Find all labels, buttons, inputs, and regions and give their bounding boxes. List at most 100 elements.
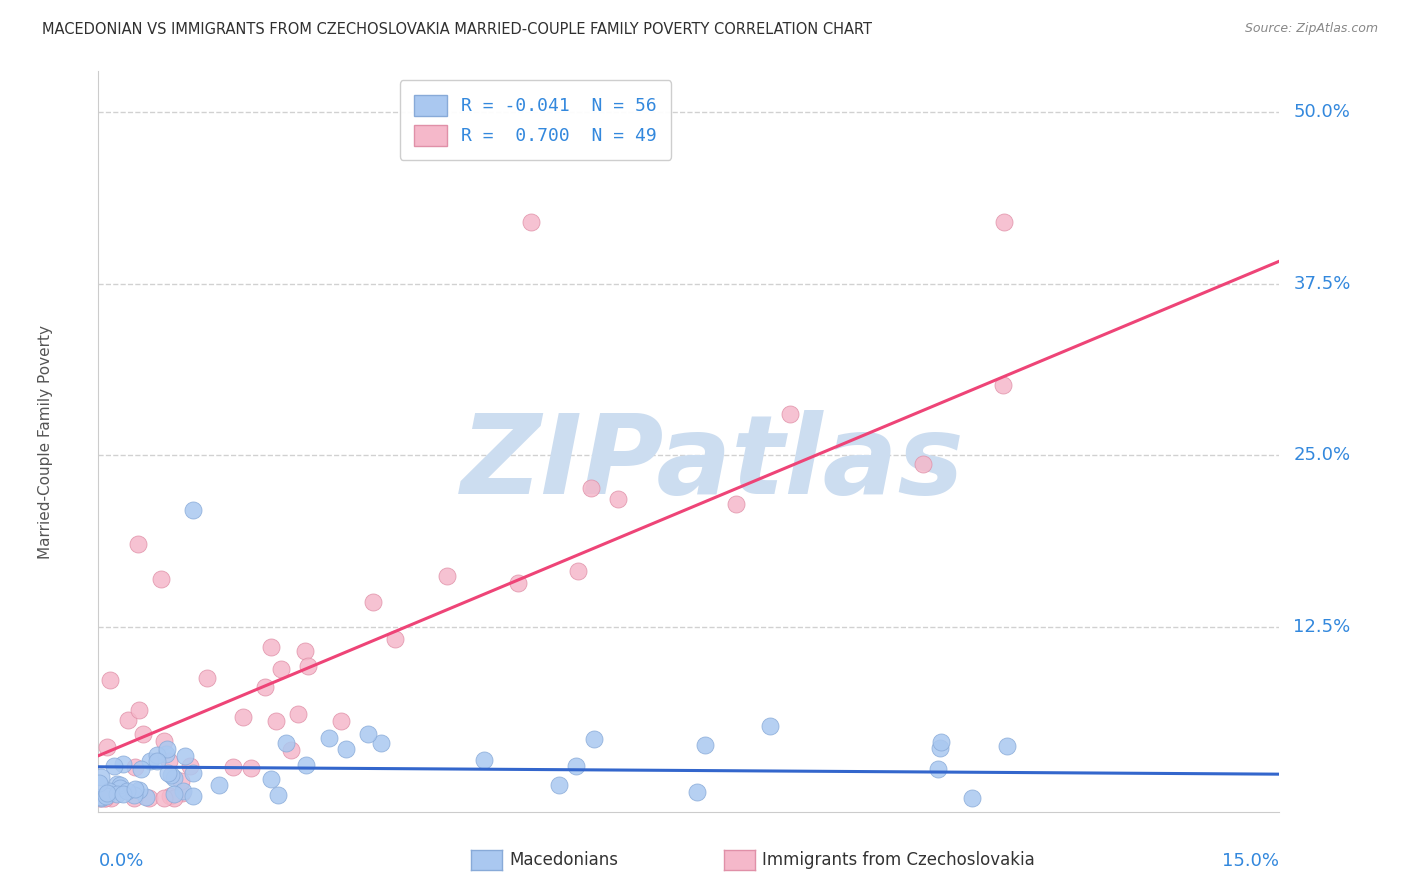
Point [231,710,253,724]
Point [96,786,118,800]
Point [98,784,121,798]
Point [280,743,302,757]
Point [759,718,782,732]
Point [260,640,283,655]
Point [128,782,150,797]
Point [124,759,146,773]
Point [172,784,194,798]
Point [110,781,132,796]
Point [94,789,117,804]
Text: Married-Couple Family Poverty: Married-Couple Family Poverty [38,325,53,558]
Point [94,791,117,805]
Point [520,215,543,229]
Text: 25.0%: 25.0% [1294,446,1351,464]
Point [105,787,128,801]
Point [97,787,120,801]
Point [911,457,934,471]
Point [157,754,180,768]
Point [606,491,628,506]
Point [436,569,458,583]
Text: Macedonians: Macedonians [509,851,619,869]
Text: 50.0%: 50.0% [1294,103,1350,121]
Point [90,790,112,805]
Point [170,773,193,788]
Point [163,791,186,805]
Point [960,790,983,805]
Point [110,779,132,793]
Point [779,407,801,421]
Point [89,791,111,805]
Point [993,215,1015,229]
Point [294,644,316,658]
Point [685,785,707,799]
Point [181,503,204,517]
Point [548,778,571,792]
Point [995,739,1018,753]
Point [146,748,169,763]
Point [117,783,139,797]
Point [112,787,135,801]
Point [127,537,149,551]
Point [370,736,392,750]
Text: ZIPatlas: ZIPatlas [461,410,965,517]
Text: Source: ZipAtlas.com: Source: ZipAtlas.com [1244,22,1378,36]
Point [274,736,297,750]
Point [253,681,276,695]
Point [170,786,193,800]
Point [153,733,176,747]
Point [181,789,204,804]
Text: 37.5%: 37.5% [1294,275,1351,293]
Point [145,754,167,768]
Point [181,766,204,780]
Point [931,735,953,749]
Legend: R = -0.041  N = 56, R =  0.700  N = 49: R = -0.041 N = 56, R = 0.700 N = 49 [399,80,671,160]
Point [128,703,150,717]
Text: MACEDONIAN VS IMMIGRANTS FROM CZECHOSLOVAKIA MARRIED-COUPLE FAMILY POVERTY CORRE: MACEDONIAN VS IMMIGRANTS FROM CZECHOSLOV… [42,22,872,37]
Point [335,742,357,756]
Point [264,714,287,728]
Point [157,765,180,780]
Point [583,732,606,747]
Point [138,791,160,805]
Point [153,791,176,805]
Text: 12.5%: 12.5% [1294,617,1351,636]
Point [124,781,146,796]
Point [260,772,283,786]
Point [159,789,181,804]
Point [567,565,589,579]
Point [96,739,118,754]
Point [287,707,309,722]
Point [117,713,139,727]
Point [695,738,717,752]
Point [270,662,292,676]
Point [993,378,1015,392]
Text: 0.0%: 0.0% [98,853,143,871]
Point [267,789,290,803]
Point [927,762,949,776]
Point [318,731,340,745]
Point [222,760,245,774]
Point [160,768,183,782]
Point [103,759,125,773]
Point [100,791,122,805]
Point [195,671,218,685]
Point [90,791,112,805]
Point [579,481,602,495]
Point [100,673,122,687]
Point [122,788,145,802]
Point [163,787,186,801]
Point [156,742,179,756]
Point [124,791,146,805]
Point [384,632,406,646]
Point [361,595,384,609]
Point [174,748,197,763]
Point [90,770,112,784]
Point [240,761,263,775]
Point [565,759,588,773]
Point [725,497,748,511]
Point [929,741,952,756]
Point [131,727,153,741]
Point [94,791,117,805]
Text: 15.0%: 15.0% [1222,853,1279,871]
Point [474,753,496,767]
